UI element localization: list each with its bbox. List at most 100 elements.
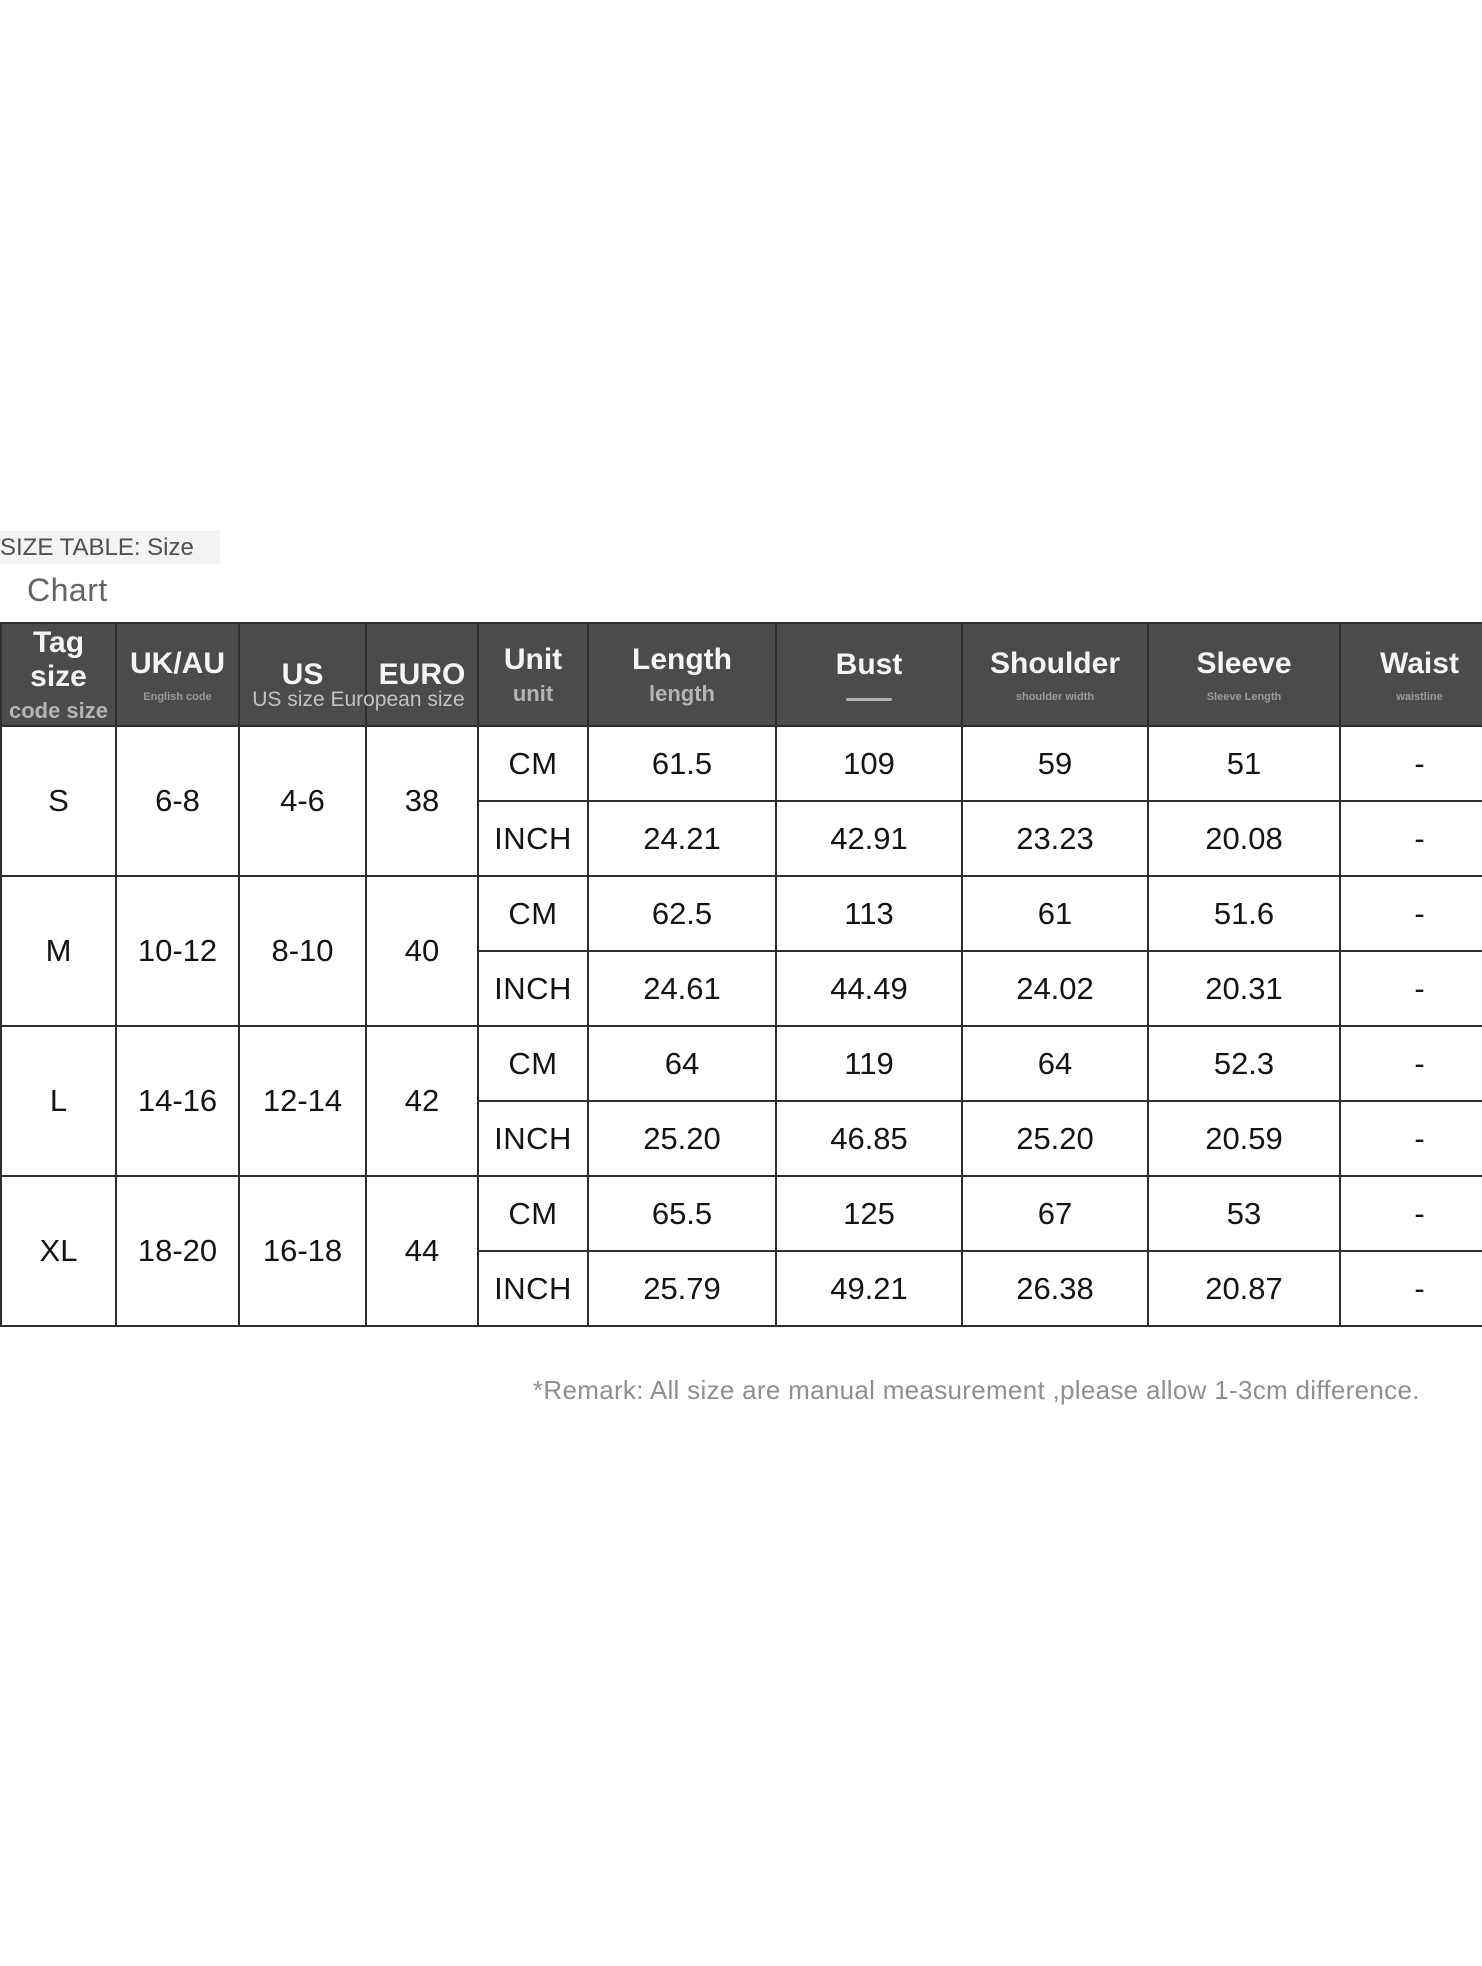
length-value: 25.79	[587, 1250, 777, 1327]
waist-header-sub: waistline	[1396, 690, 1443, 703]
table-row-xl-inch: INCH 25.79 49.21 26.38 20.87 -	[1, 1250, 1482, 1327]
us-header-label: US	[281, 657, 324, 691]
us-cell: 4-6	[238, 725, 367, 877]
table-row-xl-cm: XL 18-20 16-18 44 CM 65.5 125 67 53 -	[0, 1175, 1482, 1327]
ukau-header-label: UK/AU	[130, 646, 225, 680]
unit-cell: INCH	[477, 1250, 589, 1327]
waist-value: -	[1339, 950, 1482, 1027]
header-row: Tag size code size UK/AU English code US…	[0, 622, 1482, 727]
unit-cell: CM	[477, 1175, 589, 1252]
bust-value: 109	[775, 725, 963, 802]
unit-header-label: Unit	[503, 643, 563, 676]
size-table-title-line: SIZE TABLE: Size	[0, 531, 220, 564]
col-header-sleeve: Sleeve Sleeve Length	[1147, 622, 1341, 727]
bust-value: 119	[775, 1025, 963, 1102]
ukau-cell: 10-12	[115, 875, 240, 1027]
tag-size-header-label: Tag size	[30, 626, 87, 693]
unit-cell: CM	[477, 875, 589, 952]
length-value: 24.21	[587, 800, 777, 877]
sleeve-value: 20.59	[1147, 1100, 1341, 1177]
bust-value: 46.85	[775, 1100, 963, 1177]
length-value: 25.20	[587, 1100, 777, 1177]
shoulder-value: 61	[961, 875, 1149, 952]
length-value: 65.5	[587, 1175, 777, 1252]
col-header-euro: EURO	[365, 622, 479, 727]
shoulder-value: 59	[961, 725, 1149, 802]
bust-value: 125	[775, 1175, 963, 1252]
waist-value: -	[1339, 725, 1482, 802]
shoulder-value: 26.38	[961, 1250, 1149, 1327]
bust-header-label: Bust	[835, 648, 903, 681]
table-row-s-inch: INCH 24.21 42.91 23.23 20.08 -	[1, 800, 1482, 877]
shoulder-value: 67	[961, 1175, 1149, 1252]
ukau-header-sub: English code	[143, 690, 212, 703]
unit-cell: INCH	[477, 1100, 589, 1177]
sleeve-value: 51.6	[1147, 875, 1341, 952]
table-row-s-cm: S 6-8 4-6 38 CM 61.5 109 59 51 -	[0, 725, 1482, 877]
sleeve-header-label: Sleeve	[1196, 646, 1292, 680]
waist-value: -	[1339, 1175, 1482, 1252]
col-header-us: US	[238, 622, 367, 727]
ukau-cell: 14-16	[115, 1025, 240, 1177]
unit-cell: CM	[477, 725, 589, 802]
length-header-sub: length	[649, 681, 715, 706]
col-header-shoulder: Shoulder shoulder width	[961, 622, 1149, 727]
tag-size-cell: M	[0, 875, 117, 1027]
euro-cell: 40	[365, 875, 479, 1027]
ukau-cell: 18-20	[115, 1175, 240, 1327]
us-cell: 16-18	[238, 1175, 367, 1327]
remark-text: *Remark: All size are manual measurement…	[533, 1375, 1420, 1405]
length-header-label: Length	[632, 643, 732, 676]
euro-cell: 38	[365, 725, 479, 877]
sleeve-value: 20.08	[1147, 800, 1341, 877]
shoulder-header-sub: shoulder width	[1015, 690, 1095, 703]
col-header-bust: Bust	[775, 622, 963, 727]
tag-size-cell: S	[0, 725, 117, 877]
col-header-ukau: UK/AU English code	[115, 622, 240, 727]
euro-header-label: EURO	[378, 657, 466, 691]
size-table: Tag size code size UK/AU English code US…	[0, 622, 1482, 1327]
length-value: 62.5	[587, 875, 777, 952]
bust-value: 49.21	[775, 1250, 963, 1327]
sleeve-value: 20.87	[1147, 1250, 1341, 1327]
sleeve-value: 51	[1147, 725, 1341, 802]
us-cell: 12-14	[238, 1025, 367, 1177]
col-header-unit: Unit unit	[477, 622, 589, 727]
ukau-cell: 6-8	[115, 725, 240, 877]
col-header-length: Length length	[587, 622, 777, 727]
unit-cell: CM	[477, 1025, 589, 1102]
waist-value: -	[1339, 1250, 1482, 1327]
waist-value: -	[1339, 800, 1482, 877]
length-value: 61.5	[587, 725, 777, 802]
waist-value: -	[1339, 875, 1482, 952]
sleeve-value: 20.31	[1147, 950, 1341, 1027]
col-header-tag-size: Tag size code size	[0, 622, 117, 727]
shoulder-value: 23.23	[961, 800, 1149, 877]
table-row-l-inch: INCH 25.20 46.85 25.20 20.59 -	[1, 1100, 1482, 1177]
waist-value: -	[1339, 1025, 1482, 1102]
table-row-l-cm: L 14-16 12-14 42 CM 64 119 64 52.3 -	[0, 1025, 1482, 1177]
unit-cell: INCH	[477, 950, 589, 1027]
bust-value: 113	[775, 875, 963, 952]
unit-cell: INCH	[477, 800, 589, 877]
shoulder-value: 64	[961, 1025, 1149, 1102]
page-title: SIZE TABLE: Size Chart	[0, 531, 220, 608]
euro-cell: 44	[365, 1175, 479, 1327]
bust-value: 42.91	[775, 800, 963, 877]
waist-header-label: Waist	[1380, 646, 1459, 680]
size-table-title-text: SIZE TABLE: Size	[0, 531, 220, 564]
col-header-waist: Waist waistline	[1339, 622, 1482, 727]
euro-cell: 42	[365, 1025, 479, 1177]
us-cell: 8-10	[238, 875, 367, 1027]
bust-value: 44.49	[775, 950, 963, 1027]
tag-size-header-sub: code size	[8, 698, 109, 723]
length-value: 64	[587, 1025, 777, 1102]
unit-header-sub: unit	[512, 681, 554, 706]
shoulder-value: 24.02	[961, 950, 1149, 1027]
sleeve-header-sub: Sleeve Length	[1206, 690, 1282, 703]
sleeve-value: 53	[1147, 1175, 1341, 1252]
size-table-container: Tag size code size UK/AU English code US…	[0, 622, 1482, 1332]
length-value: 24.61	[587, 950, 777, 1027]
bust-dash-icon	[846, 698, 892, 701]
